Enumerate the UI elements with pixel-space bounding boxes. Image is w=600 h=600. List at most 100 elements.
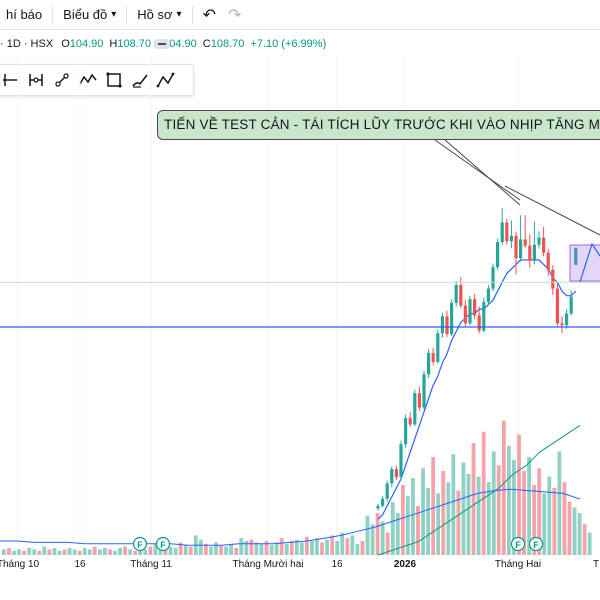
long-ma-line (377, 424, 581, 556)
volume-bar (204, 543, 208, 555)
measure-icon[interactable] (23, 67, 49, 93)
candle-body (505, 222, 509, 242)
volume-bar (123, 546, 127, 555)
candle-body (551, 269, 555, 289)
high-value: H108.70 (109, 38, 152, 50)
chart-menu-button[interactable]: Biểu đồ ▾ (57, 0, 122, 30)
chart-menu-label: Biểu đồ (63, 7, 108, 22)
candle-body (473, 299, 477, 316)
x-tick-label: 2026 (393, 559, 417, 570)
volume-bar (32, 549, 37, 555)
volume-bar (446, 482, 451, 555)
earnings-marker: F (132, 536, 148, 552)
volume-bar (294, 539, 299, 555)
candle-body (519, 239, 523, 259)
volume-bar (62, 549, 67, 555)
trend-line-icon[interactable] (49, 67, 75, 93)
volume-bar (299, 542, 304, 555)
candle-body (574, 247, 578, 265)
close-value: C108.70 (202, 38, 245, 50)
candle-body (542, 237, 546, 253)
volume-bar (340, 532, 345, 555)
path-icon[interactable] (75, 67, 101, 93)
earnings-marker: F (510, 536, 526, 552)
profile-menu-button[interactable]: Hồ sơ ▾ (131, 0, 187, 30)
fib-icon[interactable] (153, 67, 179, 93)
volume-bar (542, 493, 547, 555)
candle-body (532, 244, 536, 261)
candle-body (381, 498, 385, 506)
candle-body (509, 235, 513, 242)
volume-bar (315, 538, 319, 555)
volume-bar (491, 451, 496, 555)
minus-button[interactable] (154, 39, 170, 49)
volume-bar (350, 535, 355, 555)
volume-bar (390, 501, 395, 555)
earnings-marker-label: F (160, 540, 166, 550)
candle-body (454, 284, 458, 303)
candle-body (390, 469, 394, 484)
callout-line (444, 139, 521, 206)
x-tick-label: 16 (74, 559, 86, 570)
chevron-down-icon: ▾ (176, 9, 182, 20)
candle-body (445, 316, 449, 335)
volume-bar (239, 538, 244, 555)
consolidation-box (569, 244, 600, 282)
volume-bar (12, 550, 16, 555)
candle-body (450, 302, 454, 335)
brush-icon[interactable] (127, 67, 153, 93)
volume-bar (587, 532, 592, 555)
alerts-label: hí báo (6, 7, 43, 22)
candle-body (427, 352, 431, 375)
chart-annotation[interactable]: TIẾN VỀ TEST CẢN - TÁI TÍCH LŨY TRƯỚC KH… (157, 110, 600, 140)
candle-body (486, 288, 490, 302)
volume-bar (17, 549, 21, 555)
redo-icon[interactable]: ↷ (227, 6, 242, 24)
volume-bar (486, 482, 491, 555)
earnings-marker-label: F (137, 540, 143, 550)
rectangle-icon[interactable] (101, 67, 127, 93)
volume-bar (400, 485, 405, 555)
volume-bar (572, 507, 577, 555)
volume-bar (522, 471, 526, 555)
volume-bar (360, 541, 365, 555)
volume-bar (451, 454, 456, 555)
ohlc-legend: · 1D · HSX O104.90 H108.70 L104.90 C108.… (0, 36, 326, 52)
volume-bar (411, 478, 415, 555)
volume-bar (562, 482, 567, 555)
volume-bar (557, 451, 562, 555)
volume-bar (7, 548, 11, 555)
candle-body (440, 316, 444, 334)
change-value: +7.10 (+6.99%) (250, 38, 327, 50)
volume-bar (269, 545, 274, 555)
volume-bar (57, 550, 62, 555)
undo-icon[interactable]: ↶ (202, 6, 216, 24)
alerts-button[interactable]: hí báo (0, 0, 48, 30)
volume-bar (209, 546, 213, 555)
volume-bar (183, 545, 188, 555)
open-value: O104.90 (61, 38, 104, 50)
candle-body (376, 505, 380, 509)
volume-bar (507, 445, 511, 555)
volume-bar (567, 501, 572, 555)
volume-bar (365, 515, 370, 555)
top-toolbar: hí báo Biểu đồ ▾ Hồ sơ ▾ ↶ ↷ (0, 0, 600, 30)
earnings-marker-label: F (515, 540, 521, 550)
volume-bar (466, 473, 471, 555)
drawing-toolbar (0, 64, 194, 96)
horizontal-ray-icon[interactable] (0, 67, 23, 93)
volume-bar (229, 543, 234, 555)
volume-bar (113, 550, 117, 555)
volume-bar (436, 493, 441, 555)
candle-body (468, 299, 472, 324)
volume-bar (471, 443, 476, 555)
volume-bar (178, 542, 183, 555)
volume-bar (42, 546, 47, 555)
volume-bar (380, 521, 385, 555)
volume-bar (198, 539, 203, 555)
volume-bar (476, 476, 481, 555)
candle-body (514, 235, 518, 259)
symbol-label[interactable]: · 1D · HSX (0, 38, 54, 50)
volume-bar (456, 490, 461, 555)
